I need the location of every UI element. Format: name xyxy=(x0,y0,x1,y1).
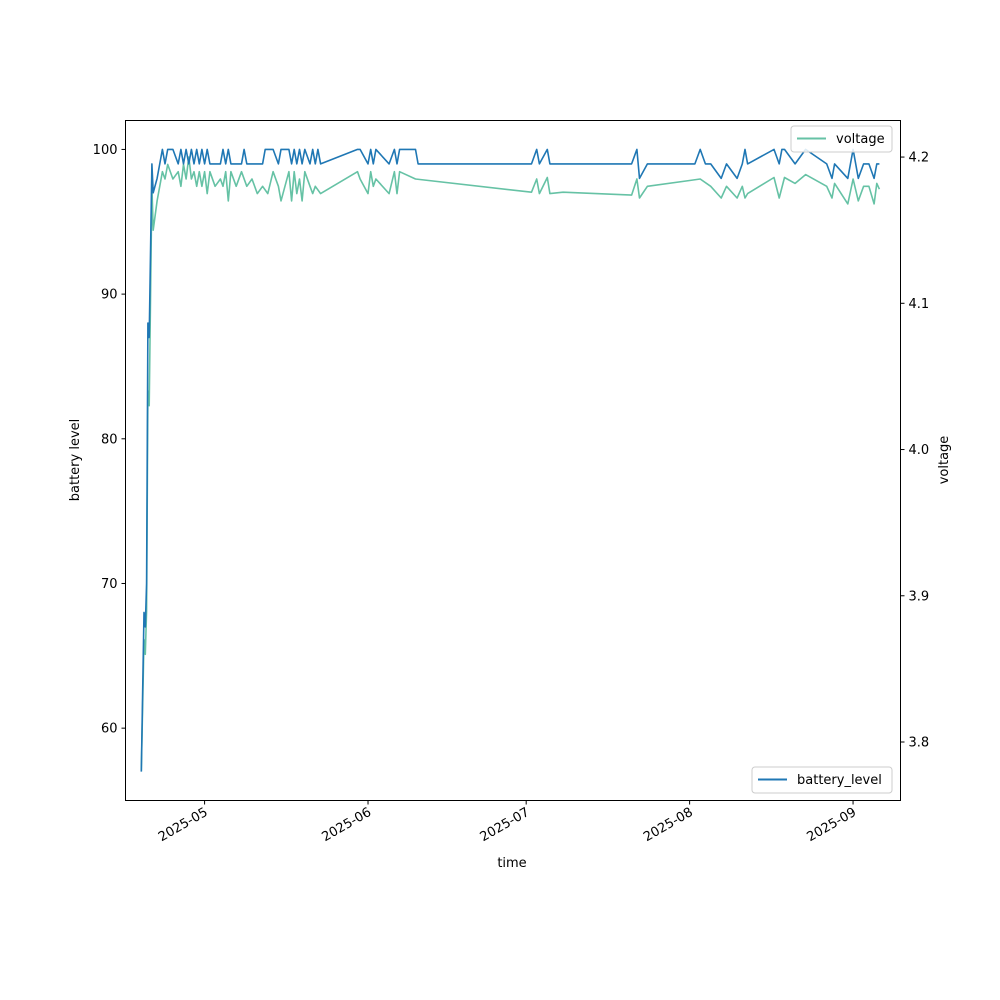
legend-voltage-label: voltage xyxy=(836,132,885,147)
axes-layer: 60 70 80 90 100 3.8 3.9 4.0 4.1 4.2 2025-05 2025-06… xyxy=(93,143,930,845)
y-right-tick-label: 4.2 xyxy=(909,151,930,166)
legend-voltage-box xyxy=(790,125,893,153)
plot-frame xyxy=(125,120,901,801)
y-left-axis-label: battery level xyxy=(68,419,83,502)
legend-battery-level-box xyxy=(751,766,893,794)
x-axis-label: time xyxy=(497,856,526,871)
legend-voltage: voltage xyxy=(790,125,893,153)
series-line-voltage xyxy=(140,156,881,772)
y-left-tick-label: 70 xyxy=(101,577,118,592)
x-tick-label: 2025-07 xyxy=(478,805,533,845)
x-tick-label: 2025-08 xyxy=(641,805,696,845)
series-line-battery-level xyxy=(140,148,880,772)
series-layer xyxy=(140,148,881,772)
legend-battery-level: battery_level xyxy=(751,766,893,794)
y-right-axis-label: voltage xyxy=(937,436,952,485)
legend-battery-level-label: battery_level xyxy=(797,773,882,788)
y-right-tick-label: 3.9 xyxy=(909,589,930,604)
y-left-tick-label: 90 xyxy=(101,288,118,303)
y-left-tick-label: 60 xyxy=(101,722,118,737)
x-tick-label: 2025-06 xyxy=(319,805,374,845)
x-tick-label: 2025-09 xyxy=(805,805,860,845)
y-right-tick-label: 4.1 xyxy=(909,297,930,312)
x-tick-label: 2025-05 xyxy=(156,805,211,845)
y-left-tick-label: 100 xyxy=(93,143,118,158)
y-right-tick-label: 3.8 xyxy=(909,736,930,751)
y-left-tick-label: 80 xyxy=(101,432,118,447)
y-right-tick-label: 4.0 xyxy=(909,443,930,458)
